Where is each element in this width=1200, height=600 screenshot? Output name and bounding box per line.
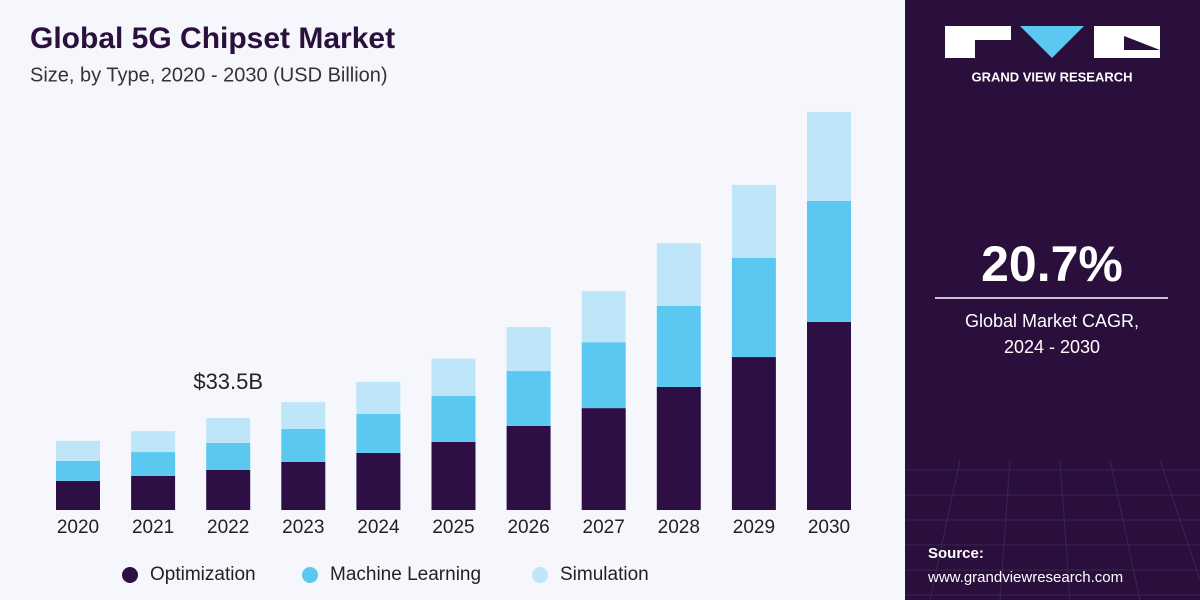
x-tick-label: 2024	[357, 517, 400, 538]
brand: GRAND VIEW RESEARCH	[971, 69, 1132, 84]
x-tick-label: 2021	[132, 517, 174, 538]
bar-segment	[206, 469, 251, 510]
source-label: Source:	[928, 545, 984, 562]
cagr-caption: Global Market CAGR,	[965, 311, 1139, 331]
source-url: www.grandviewresearch.com	[927, 569, 1123, 586]
bar-segment	[581, 291, 626, 343]
bar-segment	[656, 305, 701, 387]
bar-segment	[807, 200, 851, 322]
x-tick-label: 2023	[282, 517, 324, 538]
bar-segment	[356, 381, 401, 414]
bar-segment	[581, 408, 626, 510]
bar-segment	[807, 111, 851, 201]
legend-swatch	[302, 567, 318, 583]
bar-segment	[581, 342, 626, 409]
panel-grid	[905, 459, 1200, 600]
x-tick-label: 2029	[733, 517, 775, 538]
bar-segment	[431, 441, 476, 510]
bar-segment	[206, 442, 251, 470]
x-tick-label: 2026	[507, 517, 549, 538]
bar-segment	[131, 452, 176, 476]
bar-segment	[431, 358, 476, 396]
legend-label: Optimization	[150, 564, 256, 585]
bar-segment	[506, 371, 551, 426]
bar-segment	[131, 475, 176, 510]
bar-segment	[506, 327, 551, 372]
side-panel	[905, 0, 1200, 600]
bar-segment	[281, 461, 326, 510]
x-tick-label: 2028	[658, 517, 700, 538]
x-tick-label: 2027	[583, 517, 625, 538]
bar-segment	[656, 243, 701, 306]
x-tick-label: 2022	[207, 517, 249, 538]
legend-label: Machine Learning	[330, 564, 481, 585]
bar-segment	[56, 440, 100, 461]
cagr-caption: 2024 - 2030	[1004, 337, 1100, 357]
bar-segment	[56, 480, 100, 510]
bar-segment	[356, 413, 401, 453]
x-tick-label: 2020	[57, 517, 99, 538]
bar-segment	[731, 184, 776, 258]
bar-segment	[281, 402, 326, 429]
bar-segment	[131, 431, 176, 453]
x-tick-label: 2030	[808, 517, 850, 538]
chart-title: Global 5G Chipset Market	[30, 22, 395, 55]
bar-segment	[731, 357, 776, 510]
bar-segment	[807, 321, 851, 510]
legend-swatch	[532, 567, 548, 583]
bar-segment	[281, 428, 326, 462]
legend-swatch	[122, 567, 138, 583]
bar-segment	[656, 386, 701, 510]
logo	[945, 26, 1160, 58]
bar-segment	[506, 425, 551, 510]
bar-segment	[206, 418, 251, 443]
bar-segment	[731, 257, 776, 358]
legend-label: Simulation	[560, 564, 649, 585]
x-tick-label: 2025	[432, 517, 474, 538]
bar-segment	[56, 460, 100, 481]
annotation: $33.5B	[193, 369, 263, 394]
chart-subtitle: Size, by Type, 2020 - 2030 (USD Billion)	[30, 64, 388, 86]
cagr-value: 20.7%	[981, 236, 1123, 292]
bar-segment	[431, 395, 476, 442]
bar-segment	[356, 452, 401, 510]
